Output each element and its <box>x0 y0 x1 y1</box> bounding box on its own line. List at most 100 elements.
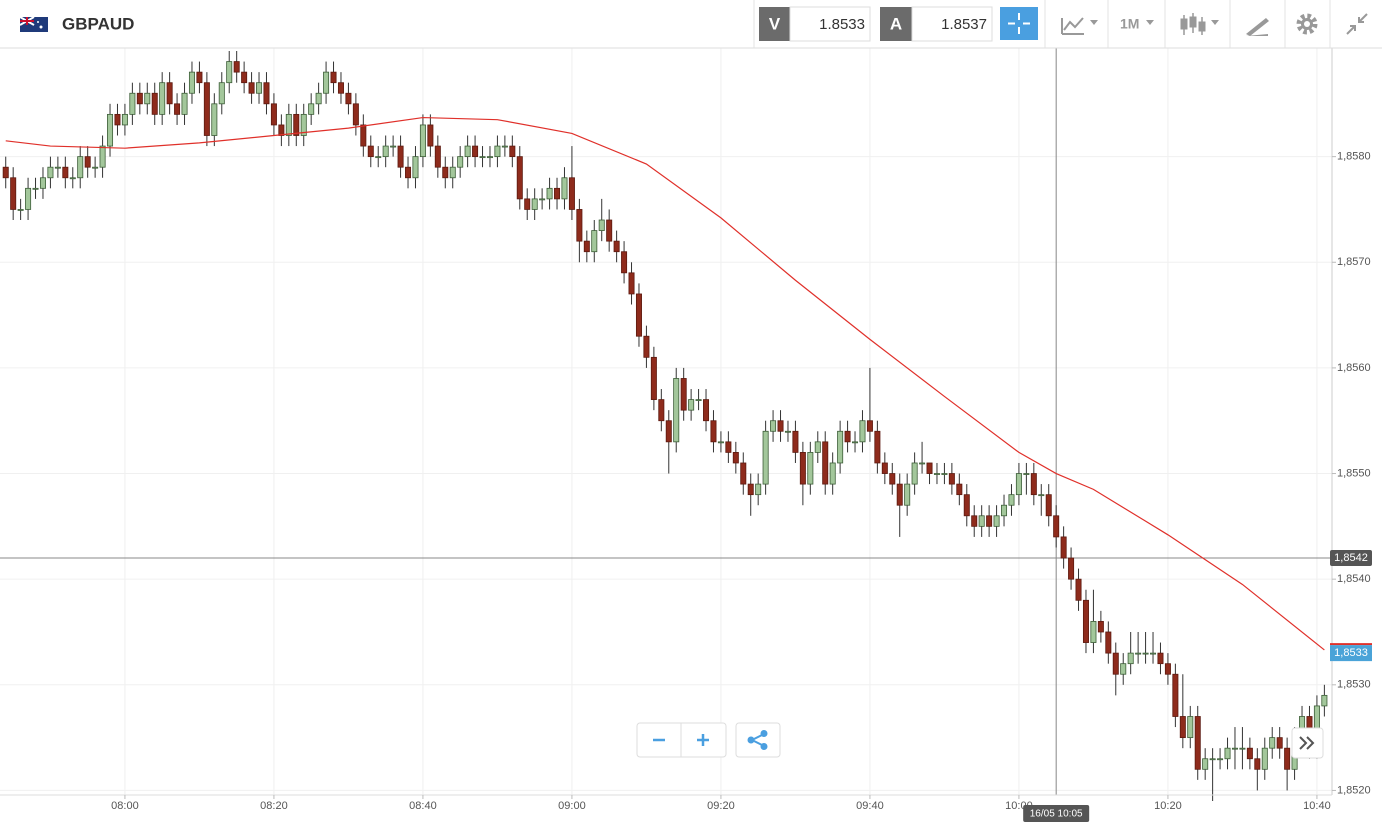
price-marker-label: 1,8533 <box>1334 647 1368 659</box>
candle-body <box>17 209 24 211</box>
candle-body <box>613 240 620 253</box>
candle-body <box>300 113 307 136</box>
candle-body <box>151 92 158 115</box>
candle-body <box>919 462 926 465</box>
candle-body <box>896 483 903 506</box>
chart-type-button[interactable] <box>1061 17 1098 35</box>
candle-body <box>486 156 493 159</box>
candle-body <box>1001 504 1008 517</box>
candle-body <box>799 452 806 485</box>
crosshair-time-box <box>1023 805 1090 822</box>
x-tick-label: 10:40 <box>1303 800 1331 812</box>
candle-body <box>47 166 54 179</box>
candle-body <box>278 124 285 136</box>
candle-body <box>695 399 702 401</box>
candle-body <box>643 335 650 358</box>
candle-body <box>509 145 516 158</box>
candle-body <box>181 92 188 115</box>
candle-body <box>144 92 151 105</box>
candle-body <box>293 113 300 136</box>
candle-body <box>99 145 106 168</box>
candle-body <box>390 145 397 148</box>
candle-body <box>107 113 114 147</box>
ask-button[interactable] <box>880 7 912 41</box>
crosshair-time-label: 16/05 10:05 <box>1030 809 1083 820</box>
candle-body <box>546 187 553 200</box>
candle-body <box>852 441 859 444</box>
candle-body <box>39 177 46 189</box>
candle-body <box>1261 747 1268 770</box>
candle-body <box>531 198 538 210</box>
candle-body <box>1224 747 1231 760</box>
candle-body <box>1053 515 1060 538</box>
candle-body <box>777 420 784 432</box>
x-tick-label: 09:40 <box>856 800 884 812</box>
candle-body <box>188 71 195 94</box>
y-tick-label: 1,8530 <box>1337 679 1371 691</box>
candle-body <box>323 71 330 94</box>
candle-body <box>442 166 449 179</box>
candle-body <box>837 430 844 464</box>
candle-body <box>755 483 762 496</box>
x-tick-label: 08:00 <box>111 800 139 812</box>
settings-button[interactable] <box>1296 13 1318 35</box>
candle-body <box>784 430 791 433</box>
candle-body <box>688 399 695 411</box>
toolbar: GBPAUD V 1.8533 A 1.8537 1M <box>0 0 1382 49</box>
candle-body <box>926 462 933 474</box>
candle-body <box>226 61 233 84</box>
candle-body <box>1246 747 1253 760</box>
x-tick-label: 09:00 <box>558 800 586 812</box>
candle-body <box>330 71 337 84</box>
candle-body <box>1023 473 1030 475</box>
candle-body <box>1105 631 1112 654</box>
collapse-button[interactable] <box>1346 13 1368 35</box>
candle-body <box>1112 652 1119 675</box>
candle-body <box>844 430 851 443</box>
candle-body <box>77 156 84 179</box>
bid-price: 1.8533 <box>819 16 865 33</box>
candle-body <box>710 420 717 443</box>
candle-body <box>203 82 210 136</box>
candle-body <box>703 399 710 422</box>
candle-body <box>464 145 471 158</box>
candle-body <box>628 272 635 295</box>
candle-body <box>25 187 32 210</box>
candle-body <box>92 166 99 169</box>
candle-type-button[interactable] <box>1180 13 1219 35</box>
candle-body <box>211 103 218 136</box>
bid-button[interactable] <box>759 7 790 41</box>
zoom-in-button[interactable] <box>682 724 725 756</box>
candle-body <box>1142 652 1149 655</box>
axis-labels: 1,8520 1,8530 1,8540 1,8550 1,8560 1,8570 1,85… <box>111 151 1372 822</box>
toolbar-bg <box>0 0 1382 48</box>
candle-body <box>270 103 277 126</box>
candle-body <box>725 441 732 453</box>
scroll-right-button[interactable] <box>1291 727 1324 759</box>
candle-body <box>904 483 911 506</box>
timeframe-button[interactable]: 1M <box>1120 16 1154 32</box>
candle-body <box>665 420 672 443</box>
candle-body <box>136 92 143 105</box>
zoom-out-button[interactable] <box>638 724 680 756</box>
share-button[interactable] <box>735 722 781 758</box>
candle-body <box>1179 716 1186 739</box>
candle-body <box>516 156 523 200</box>
candle-body <box>1030 473 1037 496</box>
candle-body <box>1209 758 1216 761</box>
candle-body <box>382 145 389 158</box>
candle-body <box>762 430 769 485</box>
candle-body <box>114 113 121 126</box>
crosshair-button[interactable] <box>1000 7 1038 40</box>
candle-body <box>956 483 963 496</box>
drawing-button[interactable] <box>1246 18 1269 36</box>
flag <box>19 16 48 32</box>
candle-body <box>472 145 479 158</box>
candle-body <box>1068 557 1075 580</box>
candle-body <box>1090 621 1097 643</box>
y-tick-label: 1,8570 <box>1337 256 1371 268</box>
candle-body <box>911 462 918 485</box>
candle-body <box>263 82 270 105</box>
